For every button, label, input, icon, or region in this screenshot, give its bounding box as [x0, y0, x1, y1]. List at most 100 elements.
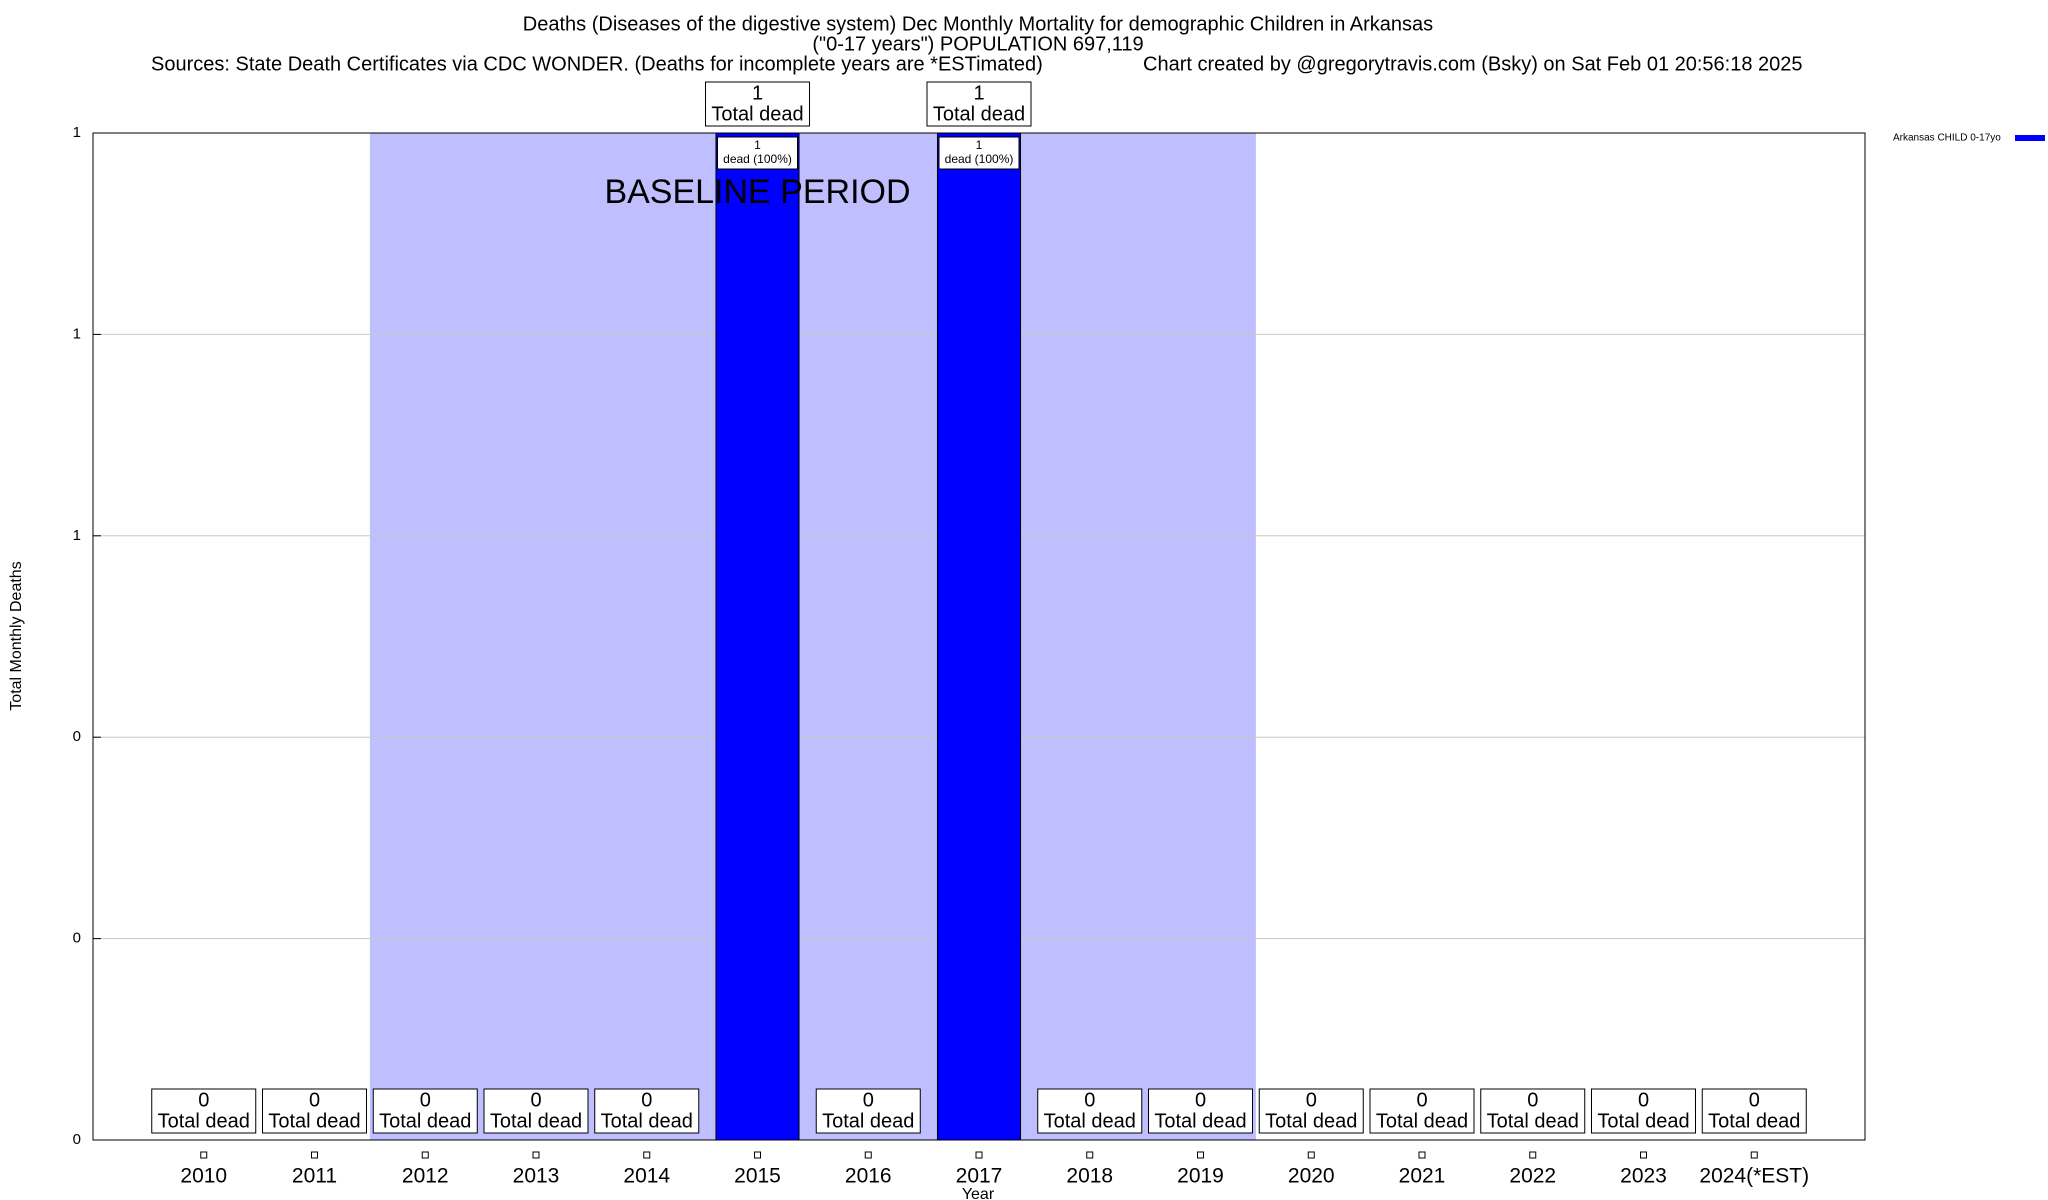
inner-label-box — [938, 136, 1020, 170]
x-tick-mark — [975, 1151, 983, 1159]
x-tick-label: 2016 — [845, 1165, 892, 1188]
value-label-box — [705, 81, 810, 127]
chart-title: Deaths (Diseases of the digestive system… — [523, 13, 1433, 35]
sources: Sources: State Death Certificates via CD… — [151, 53, 1043, 75]
value-label: 0 — [1306, 1089, 1317, 1111]
x-tick-label: 2020 — [1288, 1165, 1335, 1188]
value-label: 0 — [1638, 1089, 1649, 1111]
x-tick-mark — [1750, 1151, 1758, 1159]
x-tick-label: 2017 — [956, 1165, 1003, 1188]
x-tick-label: 2018 — [1066, 1165, 1113, 1188]
value-label-box — [1148, 1088, 1253, 1134]
y-axis-label: Total Monthly Deaths — [8, 561, 25, 710]
inner-percent-label: dead (100%) — [945, 152, 1014, 166]
value-label: 0 — [1195, 1089, 1206, 1111]
x-tick-label: 2022 — [1509, 1165, 1556, 1188]
x-tick-label: 2023 — [1620, 1165, 1667, 1188]
value-label-caption: Total dead — [822, 1110, 914, 1132]
x-tick-mark — [754, 1151, 761, 1159]
legend-swatch — [2015, 135, 2045, 141]
value-label: 0 — [1527, 1089, 1538, 1111]
y-tick-label: 0 — [73, 728, 81, 745]
value-label-box — [483, 1088, 589, 1134]
value-label-box — [815, 1088, 921, 1134]
value-label-box — [262, 1088, 367, 1134]
legend-label: Arkansas CHILD 0-17yo — [1893, 133, 2001, 144]
inner-percent-label: dead (100%) — [723, 152, 792, 166]
x-tick-mark — [1640, 1151, 1647, 1159]
value-label-box — [1369, 1088, 1475, 1134]
x-tick-mark — [1086, 1151, 1094, 1159]
value-label-caption: Total dead — [1265, 1110, 1357, 1132]
value-label-caption: Total dead — [1487, 1110, 1579, 1132]
x-tick-label: 2021 — [1399, 1165, 1446, 1188]
x-tick-mark — [643, 1151, 651, 1159]
value-label-caption: Total dead — [1708, 1110, 1800, 1132]
x-tick-mark — [1529, 1151, 1537, 1159]
x-tick-label: 2010 — [180, 1165, 227, 1188]
value-label-box — [372, 1088, 478, 1134]
x-tick-mark — [1418, 1151, 1426, 1159]
inner-value-label: 1 — [976, 138, 983, 152]
baseline-label: BASELINE PERIOD — [604, 173, 910, 211]
x-tick-mark — [311, 1151, 318, 1159]
value-label-box — [1701, 1088, 1807, 1134]
x-tick-mark — [532, 1151, 540, 1159]
x-tick-label: 2014 — [623, 1165, 670, 1188]
value-label-box — [1480, 1088, 1586, 1134]
value-label: 0 — [641, 1089, 652, 1111]
value-label-caption: Total dead — [711, 103, 803, 125]
value-label: 1 — [973, 82, 984, 104]
y-tick-label: 1 — [73, 124, 81, 141]
inner-label-box — [717, 136, 798, 170]
value-label-box — [926, 81, 1032, 127]
value-label-caption: Total dead — [601, 1110, 693, 1132]
value-label-box — [594, 1088, 700, 1134]
value-label-caption: Total dead — [158, 1110, 250, 1132]
value-label-caption: Total dead — [1154, 1110, 1246, 1132]
x-tick-mark — [864, 1151, 872, 1159]
value-label: 0 — [420, 1089, 431, 1111]
baseline-region — [369, 133, 1256, 1140]
value-label: 1 — [752, 82, 763, 104]
chart-subtitle: ("0-17 years") POPULATION 697,119 — [812, 33, 1143, 55]
value-label-caption: Total dead — [268, 1110, 360, 1132]
x-tick-label: 2015 — [734, 1165, 781, 1188]
value-label: 0 — [1084, 1089, 1095, 1111]
inner-value-label: 1 — [754, 138, 761, 152]
value-label: 0 — [309, 1089, 320, 1111]
x-tick-mark — [1197, 1151, 1204, 1159]
value-label: 0 — [530, 1089, 541, 1111]
y-tick-label: 1 — [73, 325, 81, 342]
value-label-caption: Total dead — [490, 1110, 582, 1132]
x-tick-mark — [421, 1151, 429, 1159]
x-tick-mark — [1307, 1151, 1315, 1159]
value-label-caption: Total dead — [933, 103, 1025, 125]
x-tick-label: 2012 — [402, 1165, 449, 1188]
value-label-box — [1591, 1088, 1696, 1134]
x-tick-mark — [200, 1151, 208, 1159]
y-tick-label: 1 — [73, 527, 81, 544]
value-label-box — [1037, 1088, 1143, 1134]
y-tick-label: 0 — [73, 930, 81, 947]
value-label-caption: Total dead — [379, 1110, 471, 1132]
x-tick-label: 2024(*EST) — [1699, 1165, 1809, 1188]
bar — [715, 132, 800, 1141]
bar — [936, 132, 1022, 1141]
value-label: 0 — [1749, 1089, 1760, 1111]
value-label-caption: Total dead — [1597, 1110, 1689, 1132]
x-tick-label: 2013 — [513, 1165, 560, 1188]
value-label: 0 — [1416, 1089, 1427, 1111]
value-label-caption: Total dead — [1044, 1110, 1136, 1132]
plot-frame — [92, 132, 1866, 1141]
x-tick-label: 2011 — [292, 1165, 337, 1188]
value-label-box — [151, 1088, 257, 1134]
value-label: 0 — [198, 1089, 209, 1111]
value-label-box — [1258, 1088, 1364, 1134]
value-label: 0 — [863, 1089, 874, 1111]
y-tick-label: 0 — [73, 1131, 81, 1148]
value-label-caption: Total dead — [1376, 1110, 1468, 1132]
x-tick-label: 2019 — [1177, 1165, 1224, 1188]
